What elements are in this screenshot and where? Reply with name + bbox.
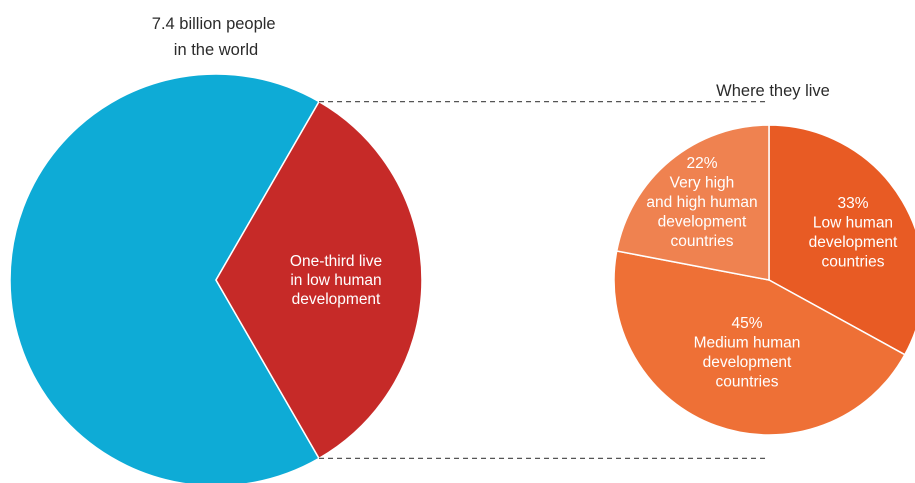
where-slice-high-label-line-4: development	[658, 214, 747, 231]
where-slice-low-label-line-2: Low human	[813, 215, 893, 232]
where-slice-low-label: 33% Low human development countries	[809, 195, 898, 271]
where-slice-medium-label-line-2: Medium human	[694, 335, 801, 352]
connector-lines	[319, 101, 769, 459]
world-title-line-1: 7.4 billion people	[152, 15, 276, 33]
where-slice-high	[615, 124, 770, 281]
where-pie-title: Where they live	[716, 82, 830, 100]
where-title-line-1: Where they live	[716, 82, 830, 100]
where-slice-medium-label-line-3: development	[703, 354, 792, 371]
where-slice-high-label-line-5: countries	[671, 233, 734, 250]
where-slice-medium-label-line-1: 45%	[731, 315, 762, 332]
world-slice-low-label-line-3: development	[292, 291, 381, 308]
world-population-pie: One-third live in low human development	[9, 73, 423, 483]
where-slice-high-label-line-3: and high human	[646, 194, 757, 211]
where-slice-high-label-line-2: Very high	[670, 175, 735, 192]
where-slice-low-label-line-4: countries	[822, 254, 885, 271]
world-slice-low-human-development	[215, 100, 423, 460]
world-slice-low-label-line-1: One-third live	[290, 253, 382, 270]
world-slice-rest	[9, 73, 321, 483]
where-slice-low	[768, 124, 915, 356]
world-slice-low-label: One-third live in low human development	[290, 253, 382, 308]
where-slice-medium-label-line-4: countries	[716, 374, 779, 391]
where-they-live-pie: 33% Low human development countries 45% Mediu…	[613, 124, 915, 436]
where-slice-medium	[613, 250, 906, 436]
world-title-line-2: in the world	[174, 41, 258, 59]
world-pie-title: 7.4 billion people in the world	[152, 15, 280, 59]
where-slice-medium-label: 45% Medium human development countries	[694, 315, 801, 391]
world-slice-low-label-line-2: in low human	[290, 272, 381, 289]
where-slice-high-label: 22% Very high and high human development cou…	[646, 155, 757, 250]
where-slice-high-label-line-1: 22%	[686, 155, 717, 172]
where-slice-low-label-line-1: 33%	[837, 195, 868, 212]
where-slice-low-label-line-3: development	[809, 234, 898, 251]
